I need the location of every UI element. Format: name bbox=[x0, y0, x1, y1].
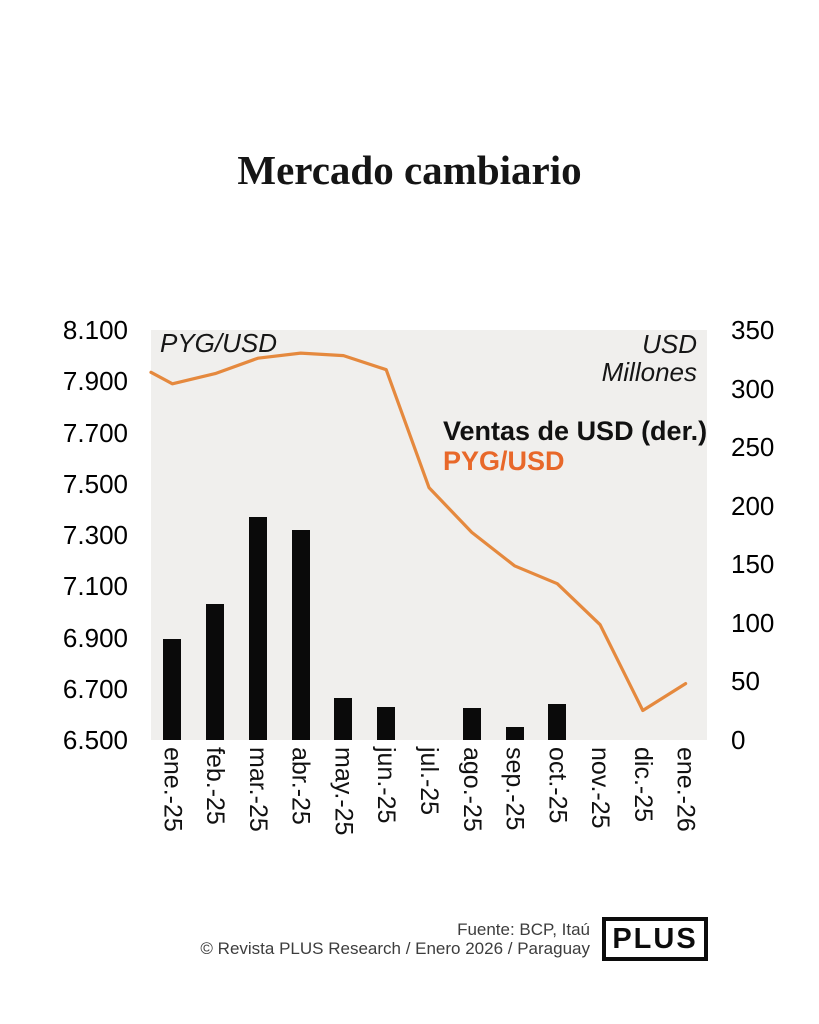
right-axis-unit-line2: Millones bbox=[601, 357, 697, 387]
right-axis-tick-label: 200 bbox=[731, 490, 775, 521]
source-text: Fuente: BCP, Itaú bbox=[457, 920, 590, 939]
x-axis-label: jul.-25 bbox=[415, 747, 443, 816]
right-axis-unit-line1: USD bbox=[642, 329, 697, 359]
left-axis-tick-label: 6.500 bbox=[62, 725, 128, 755]
left-axis-tick-label: 8.100 bbox=[62, 315, 128, 345]
legend: Ventas de USD (der.) PYG/USD bbox=[443, 416, 707, 476]
footer-credits: Fuente: BCP, Itaú © Revista PLUS Researc… bbox=[200, 920, 590, 958]
right-axis-tick-label: 250 bbox=[731, 432, 775, 463]
right-axis-tick-label: 300 bbox=[731, 373, 775, 404]
right-axis-unit-label: USD Millones bbox=[602, 330, 697, 386]
right-axis-tick-label: 350 bbox=[731, 315, 775, 345]
x-axis-label: may.-25 bbox=[329, 747, 358, 836]
x-axis-label: dic.-25 bbox=[628, 747, 657, 823]
bar-may.-25 bbox=[334, 697, 353, 740]
plot-area bbox=[149, 330, 707, 740]
legend-line-series-label: PYG/USD bbox=[443, 446, 565, 476]
bar-ene.-25 bbox=[163, 639, 182, 740]
right-axis-tick-label: 0 bbox=[731, 725, 746, 755]
bar-mar.-25 bbox=[248, 517, 267, 740]
bar-jun.-25 bbox=[377, 707, 396, 740]
x-axis-label: abr.-25 bbox=[286, 747, 315, 825]
left-axis-tick-label: 7.100 bbox=[62, 571, 128, 602]
left-axis-tick-label: 6.700 bbox=[62, 673, 128, 704]
x-axis-label: ago.-25 bbox=[457, 747, 486, 832]
right-axis-tick-label: 100 bbox=[731, 607, 775, 638]
x-axis-label: ene.-25 bbox=[158, 747, 187, 832]
x-axis-label: ene.-26 bbox=[671, 747, 700, 832]
x-axis-label: oct.-25 bbox=[543, 747, 572, 824]
line-series-pyg-usd bbox=[149, 351, 688, 713]
bar-feb.-25 bbox=[206, 604, 225, 740]
left-axis-tick-label: 7.500 bbox=[62, 468, 128, 499]
legend-bar-series-label: Ventas de USD (der.) bbox=[443, 416, 708, 446]
bar-series-ventas-usd bbox=[151, 330, 707, 740]
plot-background bbox=[151, 330, 707, 740]
plus-logo: PLUS bbox=[602, 917, 708, 961]
right-axis-tick-label: 150 bbox=[731, 549, 775, 580]
bar-abr.-25 bbox=[291, 530, 310, 740]
x-axis-label: feb.-25 bbox=[201, 747, 230, 825]
x-axis-label: nov.-25 bbox=[586, 747, 615, 829]
left-axis-tick-label: 6.900 bbox=[62, 622, 128, 653]
right-axis-tick-label: 50 bbox=[731, 666, 760, 697]
x-axis-label: sep.-25 bbox=[500, 747, 529, 831]
x-axis-label: jun.-25 bbox=[372, 747, 401, 824]
left-axis-tick-label: 7.300 bbox=[62, 520, 128, 550]
left-axis-tick-label: 7.900 bbox=[62, 366, 128, 397]
bar-sep.-25 bbox=[505, 727, 524, 740]
left-axis-unit-label: PYG/USD bbox=[160, 328, 278, 358]
bar-ago.-25 bbox=[462, 708, 481, 740]
left-axis-tick-label: 7.700 bbox=[62, 417, 128, 448]
copyright-text: © Revista PLUS Research / Enero 2026 / P… bbox=[200, 939, 590, 958]
chart-title: Mercado cambiario bbox=[237, 147, 582, 193]
x-axis-label: mar.-25 bbox=[243, 747, 272, 832]
bar-oct.-25 bbox=[548, 703, 567, 740]
